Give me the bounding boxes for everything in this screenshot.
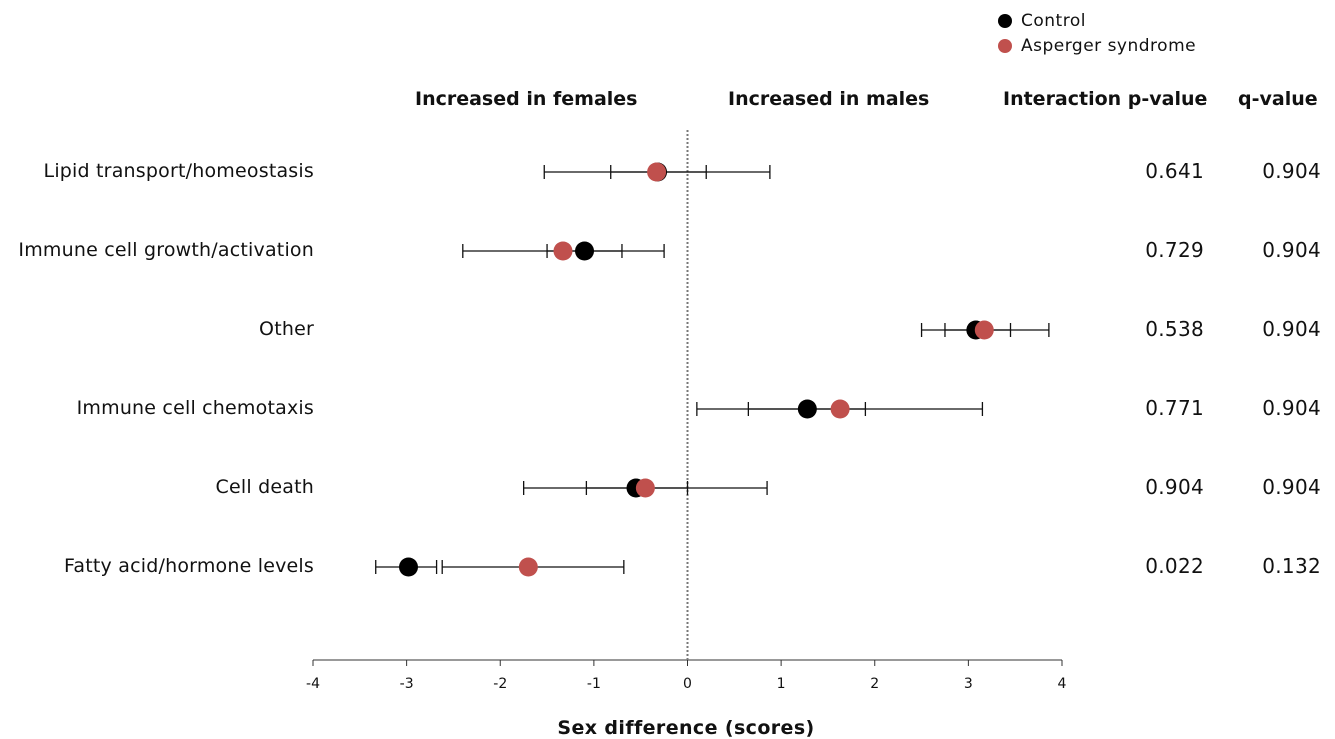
asperger-point — [553, 241, 573, 261]
p-value-immune-cell-chemotaxis: 0.771 — [1145, 396, 1204, 420]
q-value-other: 0.904 — [1262, 317, 1321, 341]
header-increased-in-males: Increased in males — [728, 88, 930, 110]
row-label-other: Other — [259, 318, 314, 340]
x-tick-label: 3 — [964, 676, 973, 692]
header-increased-in-females: Increased in females — [415, 88, 638, 110]
asperger-point — [647, 162, 667, 182]
legend-label-control: Control — [1021, 10, 1086, 31]
x-tick-label: 1 — [777, 676, 786, 692]
p-value-immune-cell-growth: 0.729 — [1145, 238, 1204, 262]
row-label-lipid-transport: Lipid transport/homeostasis — [43, 160, 314, 182]
x-tick-label: -1 — [587, 676, 601, 692]
asperger-point — [635, 478, 655, 498]
q-value-fatty-acid: 0.132 — [1262, 554, 1321, 578]
row-label-cell-death: Cell death — [215, 476, 314, 498]
p-value-cell-death: 0.904 — [1145, 475, 1204, 499]
asperger-point — [974, 320, 994, 340]
control-point — [797, 399, 817, 419]
q-value-cell-death: 0.904 — [1262, 475, 1321, 499]
row-label-immune-cell-chemotaxis: Immune cell chemotaxis — [76, 397, 314, 419]
header-q-value: q-value — [1238, 88, 1318, 110]
q-value-immune-cell-growth: 0.904 — [1262, 238, 1321, 262]
p-value-fatty-acid: 0.022 — [1145, 554, 1204, 578]
x-axis-title: Sex difference (scores) — [557, 717, 815, 739]
x-tick-label: -4 — [306, 676, 320, 692]
control-point — [398, 557, 418, 577]
p-value-other: 0.538 — [1145, 317, 1204, 341]
asperger-point — [830, 399, 850, 419]
x-tick-label: -2 — [493, 676, 507, 692]
p-value-lipid-transport: 0.641 — [1145, 159, 1204, 183]
legend-item-asperger: Asperger syndrome — [998, 33, 1196, 58]
row-label-fatty-acid: Fatty acid/hormone levels — [64, 555, 314, 577]
q-value-immune-cell-chemotaxis: 0.904 — [1262, 396, 1321, 420]
q-value-lipid-transport: 0.904 — [1262, 159, 1321, 183]
legend-marker-control — [998, 13, 1012, 28]
x-tick-label: 0 — [683, 676, 692, 692]
legend-item-control: Control — [998, 8, 1196, 33]
asperger-point — [518, 557, 538, 577]
x-tick-label: 2 — [870, 676, 879, 692]
legend-label-asperger: Asperger syndrome — [1021, 35, 1197, 56]
row-label-immune-cell-growth: Immune cell growth/activation — [18, 239, 314, 261]
legend-marker-asperger — [998, 38, 1012, 53]
x-tick-label: -3 — [400, 676, 414, 692]
control-point — [575, 241, 595, 261]
legend: Control Asperger syndrome — [998, 8, 1196, 58]
x-tick-label: 4 — [1058, 676, 1067, 692]
header-interaction-p-value: Interaction p-value — [1003, 88, 1208, 110]
